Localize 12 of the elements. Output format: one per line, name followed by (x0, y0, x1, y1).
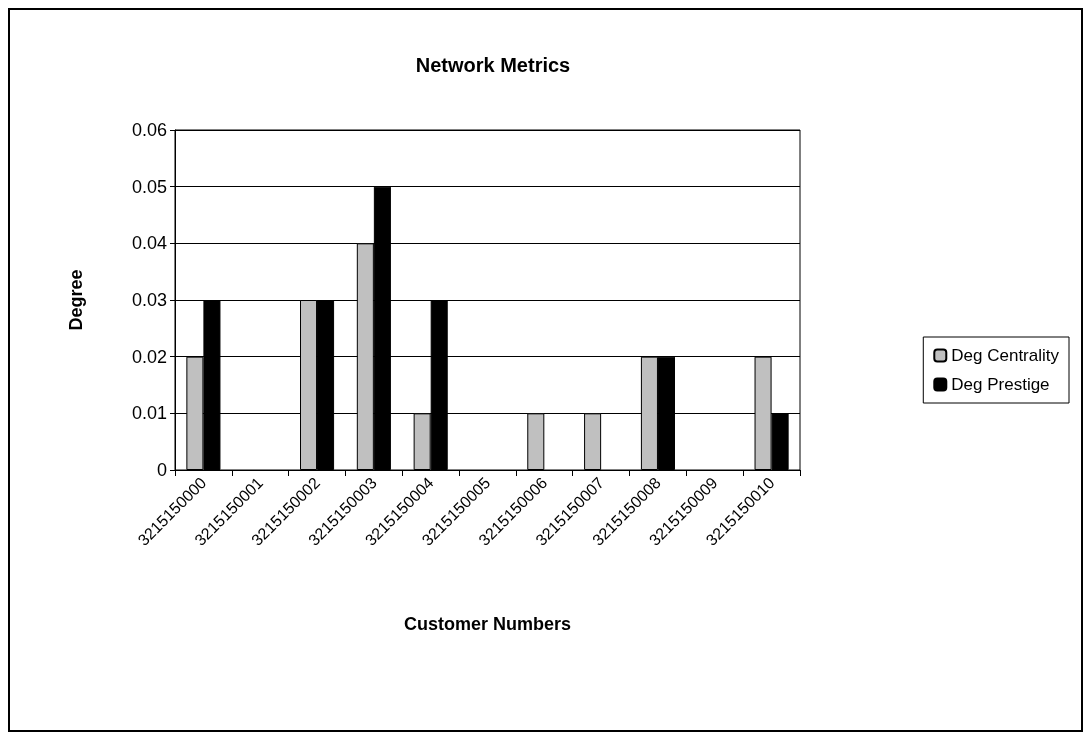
chart-title: Network Metrics (415, 54, 571, 76)
x-axis-title: Customer Numbers (403, 614, 572, 634)
legend-label: Deg Centrality (951, 346, 1060, 365)
y-axis-title: Degree (66, 269, 86, 331)
y-tick-label: 0.01 (131, 403, 167, 424)
y-tick-label: 0 (156, 460, 167, 480)
y-tick-label: 0.05 (131, 176, 167, 197)
y-tick-label: 0.06 (131, 120, 167, 140)
y-tick-label: 0.03 (131, 290, 167, 310)
legend-label: Deg Prestige (951, 375, 1050, 394)
y-tick-label: 0.02 (131, 346, 167, 367)
y-tick-label: 0.04 (131, 233, 167, 254)
